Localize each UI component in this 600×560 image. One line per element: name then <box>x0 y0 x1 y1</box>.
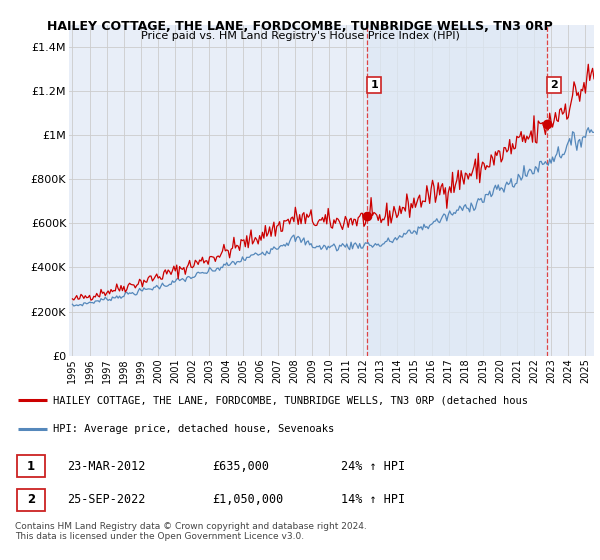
FancyBboxPatch shape <box>17 455 45 477</box>
Text: 1: 1 <box>27 460 35 473</box>
Text: £1,050,000: £1,050,000 <box>212 493 284 506</box>
Bar <box>367 25 547 356</box>
Text: 14% ↑ HPI: 14% ↑ HPI <box>341 493 405 506</box>
Text: Contains HM Land Registry data © Crown copyright and database right 2024.
This d: Contains HM Land Registry data © Crown c… <box>15 522 367 542</box>
Text: HAILEY COTTAGE, THE LANE, FORDCOMBE, TUNBRIDGE WELLS, TN3 0RP: HAILEY COTTAGE, THE LANE, FORDCOMBE, TUN… <box>47 20 553 32</box>
Text: £635,000: £635,000 <box>212 460 270 473</box>
Text: HAILEY COTTAGE, THE LANE, FORDCOMBE, TUNBRIDGE WELLS, TN3 0RP (detached hous: HAILEY COTTAGE, THE LANE, FORDCOMBE, TUN… <box>53 395 527 405</box>
Text: 2: 2 <box>550 80 558 90</box>
Text: 24% ↑ HPI: 24% ↑ HPI <box>341 460 405 473</box>
FancyBboxPatch shape <box>17 488 45 511</box>
Text: 23-MAR-2012: 23-MAR-2012 <box>67 460 146 473</box>
Text: 25-SEP-2022: 25-SEP-2022 <box>67 493 146 506</box>
Text: 2: 2 <box>27 493 35 506</box>
Text: HPI: Average price, detached house, Sevenoaks: HPI: Average price, detached house, Seve… <box>53 424 334 435</box>
Text: 1: 1 <box>370 80 378 90</box>
Text: Price paid vs. HM Land Registry's House Price Index (HPI): Price paid vs. HM Land Registry's House … <box>140 31 460 41</box>
